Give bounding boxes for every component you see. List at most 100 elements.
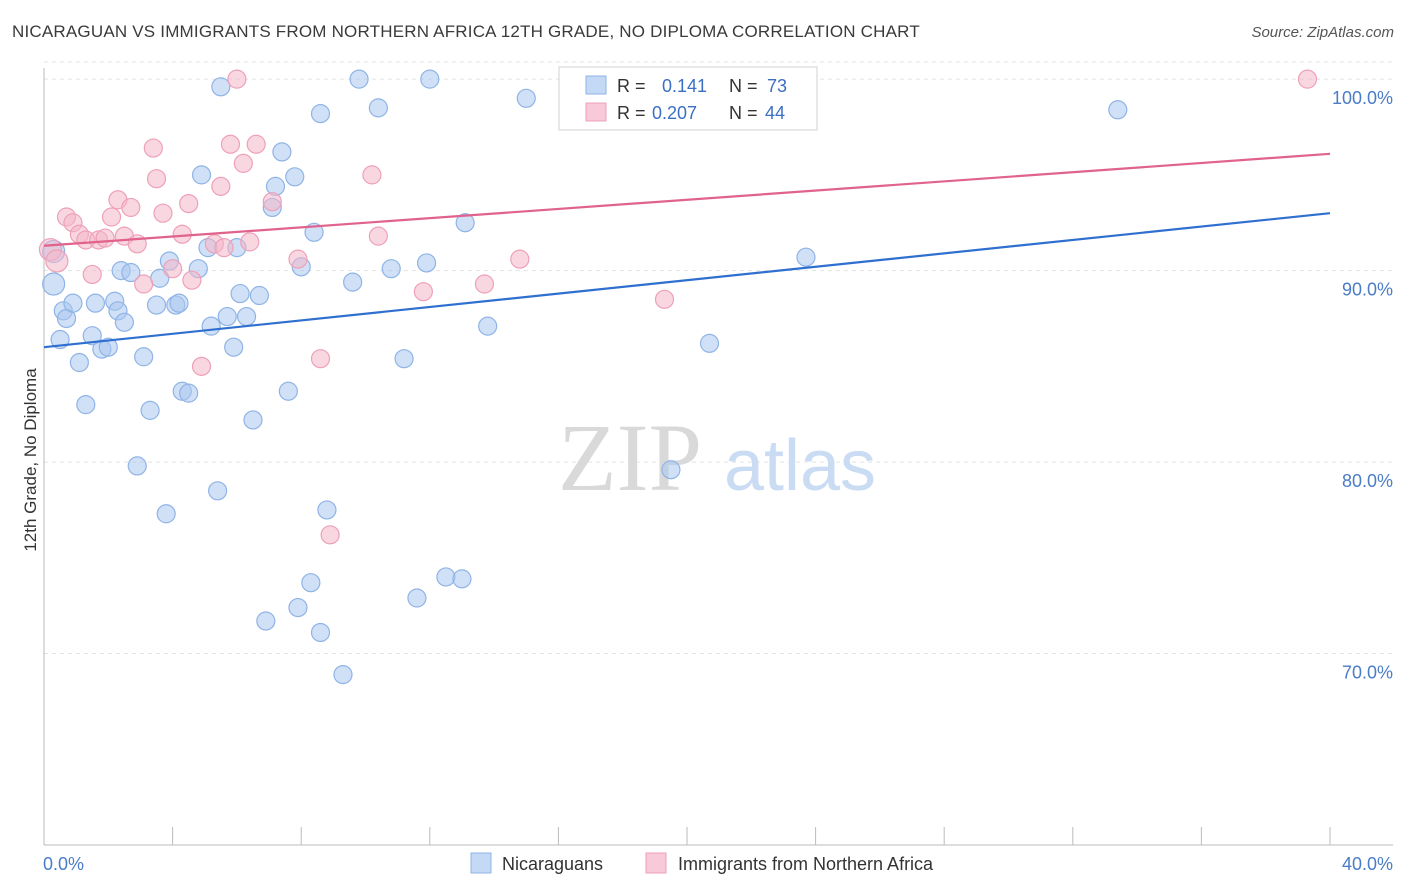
nicaraguans-point-17 [127, 456, 147, 476]
nicaraguans-point-56 [349, 69, 369, 89]
source-label: Source: ZipAtlas.com [1251, 24, 1394, 41]
nicaraguans-point-16 [121, 262, 141, 283]
nicaraguans-point-29 [191, 165, 212, 185]
nicaraguans-point-32 [208, 481, 228, 501]
nicaraguans-point-45 [278, 381, 298, 401]
nicaraguans-point-49 [301, 573, 321, 593]
y-tick-label-0: 100.0% [1332, 88, 1393, 108]
nicaraguans-point-62 [420, 69, 440, 89]
immigrants-point-37 [413, 282, 433, 302]
immigrants-point-35 [362, 165, 382, 185]
immigrants-point-17 [153, 203, 173, 223]
nicaraguans-point-71 [796, 247, 816, 267]
y-tick-label-3: 70.0% [1342, 663, 1393, 683]
nicaraguans-point-11 [98, 337, 118, 357]
nicaraguans-point-35 [224, 337, 244, 357]
nicaraguans-point-33 [211, 77, 231, 97]
immigrants-point-22 [191, 356, 212, 376]
nicaraguans-point-65 [455, 213, 475, 233]
x-tick-label-max: 40.0% [1342, 854, 1393, 874]
y-tick-label-1: 90.0% [1342, 280, 1393, 300]
immigrants-point-1 [45, 249, 69, 273]
y-axis-label: 12th Grade, No Diploma [21, 368, 40, 552]
immigrants-point-40 [654, 289, 675, 309]
nicaraguans-point-54 [333, 664, 353, 685]
nicaraguans-point-20 [146, 295, 167, 315]
nicaraguans-point-53 [317, 500, 337, 520]
series-nicaraguans [42, 69, 1128, 685]
immigrants-point-15 [143, 138, 163, 158]
legend-n-label-0: N = [729, 76, 758, 96]
nicaraguans-point-5 [63, 293, 83, 313]
bottom-legend-swatch-nicaraguans [470, 852, 492, 874]
nicaraguans-point-69 [661, 460, 681, 480]
immigrants-point-34 [320, 525, 340, 545]
immigrants-point-20 [179, 193, 199, 214]
immigrants-point-31 [262, 192, 282, 212]
nicaraguans-trend-line [43, 212, 1331, 349]
legend-r-label-1: R = [617, 103, 646, 123]
immigrants-point-6 [82, 264, 102, 285]
legend-n-label-1: N = [729, 103, 758, 123]
bottom-legend-label-nicaraguans: Nicaraguans [502, 854, 603, 874]
legend-n-value-0: 73 [767, 76, 787, 96]
nicaraguans-point-46 [285, 167, 305, 187]
immigrants-point-32 [288, 249, 308, 269]
grid-lines [44, 61, 1393, 655]
legend-r-value-1: 0.207 [652, 103, 697, 123]
bottom-legend: Nicaraguans Immigrants from Northern Afr… [470, 852, 934, 874]
immigrants-point-27 [227, 69, 247, 89]
nicaraguans-point-60 [407, 588, 427, 608]
nicaraguans-point-25 [169, 293, 189, 313]
immigrants-point-21 [182, 270, 202, 290]
nicaraguans-point-64 [452, 569, 472, 589]
immigrants-point-30 [246, 134, 266, 154]
nicaraguans-point-57 [368, 98, 388, 118]
series-immigrants-northern-africa [38, 69, 1318, 545]
nicaraguans-point-38 [236, 306, 257, 327]
nicaraguans-point-59 [394, 349, 414, 369]
immigrants-point-9 [101, 207, 122, 227]
immigrants-point-38 [474, 274, 495, 294]
bottom-legend-swatch-immigrants [645, 852, 667, 874]
nicaraguans-point-52 [310, 622, 331, 643]
y-tick-label-2: 80.0% [1342, 471, 1393, 491]
legend: R = 0.141 N = 73 R = 0.207 N = 44 [558, 66, 818, 131]
watermark: ZIP atlas [558, 404, 876, 511]
nicaraguans-point-40 [249, 285, 270, 306]
immigrants-point-24 [211, 176, 231, 196]
immigrants-point-39 [510, 249, 530, 269]
bottom-legend-label-immigrants: Immigrants from Northern Africa [678, 854, 934, 874]
nicaraguans-point-51 [310, 104, 331, 124]
immigrants-trend-line [43, 152, 1331, 247]
nicaraguans-point-39 [243, 410, 263, 430]
nicaraguans-point-44 [272, 142, 292, 162]
immigrants-point-36 [368, 226, 388, 246]
y-tick-labels: 100.0% 90.0% 80.0% 70.0% [1332, 88, 1393, 682]
nicaraguans-point-41 [256, 611, 276, 631]
immigrants-point-18 [163, 259, 183, 279]
immigrants-point-33 [310, 349, 331, 369]
nicaraguans-point-6 [69, 352, 89, 373]
x-tick-label-min: 0.0% [43, 854, 84, 874]
nicaraguans-point-34 [217, 306, 237, 327]
legend-swatch-nicaraguans [585, 75, 607, 95]
nicaraguans-point-18 [134, 347, 154, 367]
legend-r-label-0: R = [617, 76, 646, 96]
nicaraguans-point-27 [179, 383, 199, 403]
nicaraguans-point-47 [288, 597, 308, 618]
nicaraguans-point-72 [1108, 100, 1128, 120]
immigrants-point-19 [172, 224, 192, 244]
nicaraguans-point-31 [201, 316, 221, 336]
nicaraguans-point-7 [76, 395, 96, 415]
immigrants-point-16 [146, 169, 167, 189]
legend-r-value-0: 0.141 [662, 76, 707, 96]
nicaraguans-point-66 [478, 316, 498, 336]
nicaraguans-point-70 [699, 333, 720, 353]
watermark-atlas: atlas [724, 426, 876, 506]
nicaraguans-point-15 [114, 312, 134, 332]
nicaraguans-point-61 [416, 253, 437, 273]
legend-swatch-immigrants [585, 102, 607, 122]
nicaraguans-point-19 [140, 400, 160, 420]
